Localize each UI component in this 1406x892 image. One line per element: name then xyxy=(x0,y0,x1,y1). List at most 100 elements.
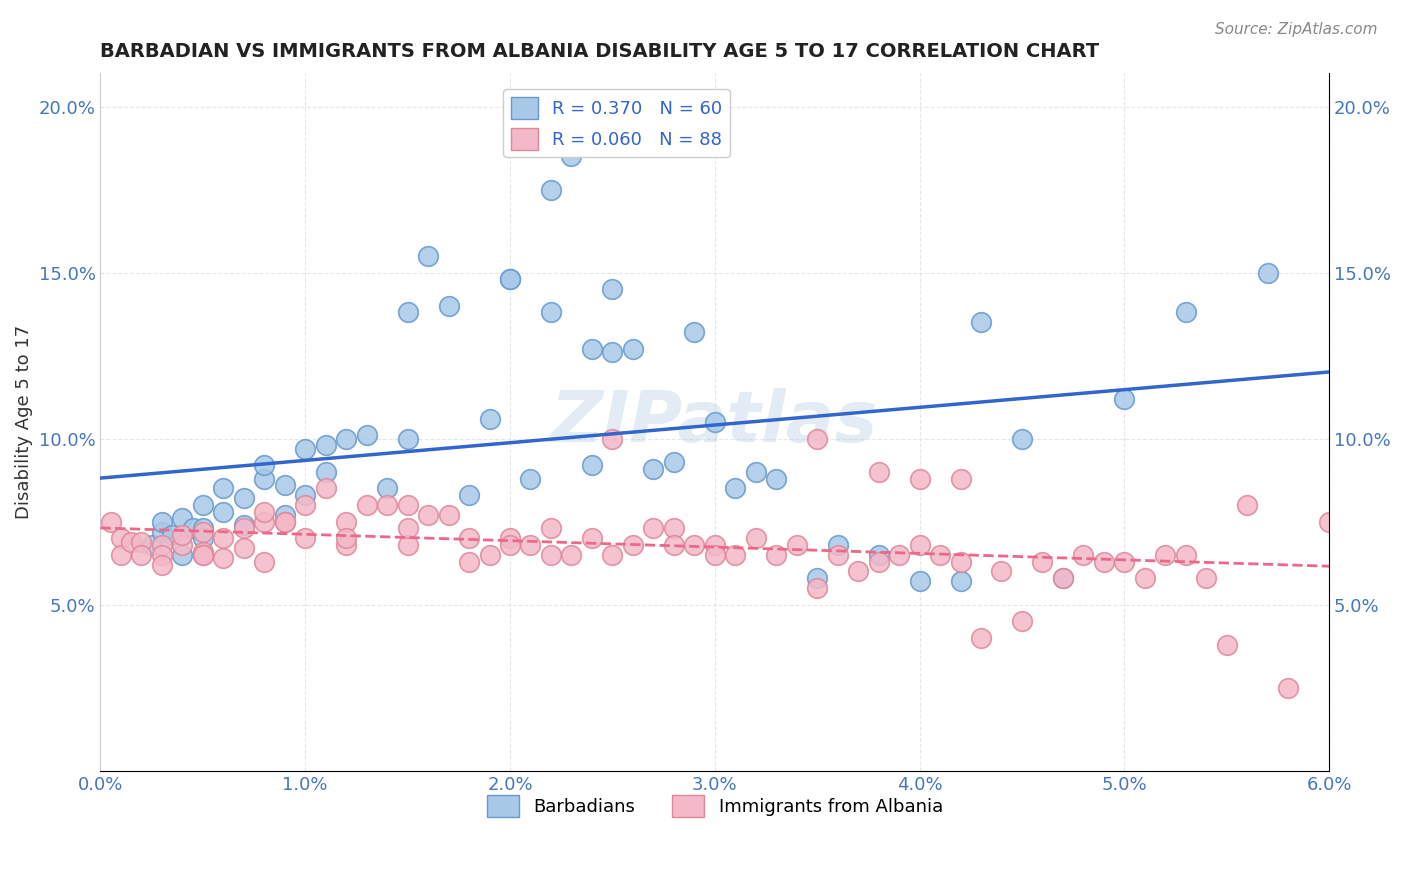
Text: BARBADIAN VS IMMIGRANTS FROM ALBANIA DISABILITY AGE 5 TO 17 CORRELATION CHART: BARBADIAN VS IMMIGRANTS FROM ALBANIA DIS… xyxy=(100,42,1099,61)
Point xyxy=(315,482,337,496)
Point xyxy=(294,498,316,512)
Point xyxy=(602,432,624,446)
Point xyxy=(416,249,439,263)
Point xyxy=(274,515,297,529)
Point xyxy=(602,548,624,562)
Point xyxy=(1052,571,1074,585)
Point xyxy=(1011,615,1033,629)
Y-axis label: Disability Age 5 to 17: Disability Age 5 to 17 xyxy=(15,325,32,519)
Point xyxy=(172,538,194,552)
Point xyxy=(683,538,706,552)
Point xyxy=(191,498,214,512)
Point xyxy=(150,558,173,572)
Point xyxy=(150,515,173,529)
Point xyxy=(868,548,890,562)
Point xyxy=(827,548,849,562)
Point xyxy=(232,518,254,533)
Point xyxy=(458,488,481,502)
Point xyxy=(540,305,562,319)
Point xyxy=(887,548,910,562)
Point xyxy=(396,538,419,552)
Point xyxy=(396,521,419,535)
Point xyxy=(253,515,276,529)
Point xyxy=(396,305,419,319)
Point xyxy=(120,534,142,549)
Point xyxy=(662,455,685,469)
Point xyxy=(335,515,357,529)
Point xyxy=(560,548,582,562)
Point xyxy=(745,465,768,479)
Point xyxy=(949,554,972,568)
Point xyxy=(437,299,460,313)
Point xyxy=(172,548,194,562)
Point xyxy=(150,524,173,539)
Point xyxy=(602,282,624,296)
Point xyxy=(1114,554,1136,568)
Point xyxy=(160,528,183,542)
Point xyxy=(581,342,603,356)
Point xyxy=(191,548,214,562)
Point xyxy=(141,538,163,552)
Point xyxy=(868,554,890,568)
Point xyxy=(499,272,522,286)
Point xyxy=(172,511,194,525)
Point xyxy=(1031,554,1053,568)
Point xyxy=(253,471,276,485)
Point xyxy=(643,461,665,475)
Point xyxy=(191,524,214,539)
Point xyxy=(335,538,357,552)
Point xyxy=(519,471,541,485)
Point xyxy=(621,538,644,552)
Point xyxy=(1317,515,1340,529)
Point xyxy=(908,471,931,485)
Point xyxy=(181,521,204,535)
Point xyxy=(581,531,603,545)
Point xyxy=(846,565,869,579)
Point xyxy=(396,432,419,446)
Point xyxy=(1195,571,1218,585)
Point xyxy=(150,548,173,562)
Point xyxy=(253,458,276,473)
Point xyxy=(110,548,132,562)
Point xyxy=(335,531,357,545)
Point xyxy=(621,342,644,356)
Point xyxy=(908,538,931,552)
Point xyxy=(396,498,419,512)
Point xyxy=(253,554,276,568)
Point xyxy=(929,548,952,562)
Point xyxy=(683,326,706,340)
Point xyxy=(274,515,297,529)
Point xyxy=(662,538,685,552)
Point xyxy=(662,521,685,535)
Point xyxy=(540,548,562,562)
Point xyxy=(458,554,481,568)
Point xyxy=(1216,638,1239,652)
Point xyxy=(478,548,501,562)
Point xyxy=(643,521,665,535)
Point xyxy=(602,345,624,359)
Point xyxy=(519,538,541,552)
Point xyxy=(458,531,481,545)
Point xyxy=(908,574,931,589)
Point xyxy=(375,482,398,496)
Point xyxy=(1257,266,1279,280)
Point xyxy=(232,521,254,535)
Text: ZIPatlas: ZIPatlas xyxy=(551,387,879,457)
Point xyxy=(1154,548,1177,562)
Point xyxy=(724,482,747,496)
Point xyxy=(499,531,522,545)
Point xyxy=(806,581,828,595)
Point xyxy=(1174,548,1197,562)
Point xyxy=(191,544,214,558)
Point xyxy=(724,548,747,562)
Point xyxy=(703,548,725,562)
Point xyxy=(232,541,254,556)
Point xyxy=(315,438,337,452)
Point xyxy=(212,482,235,496)
Point xyxy=(540,521,562,535)
Point xyxy=(868,465,890,479)
Point xyxy=(765,471,787,485)
Point xyxy=(1092,554,1115,568)
Point xyxy=(703,538,725,552)
Point xyxy=(1133,571,1156,585)
